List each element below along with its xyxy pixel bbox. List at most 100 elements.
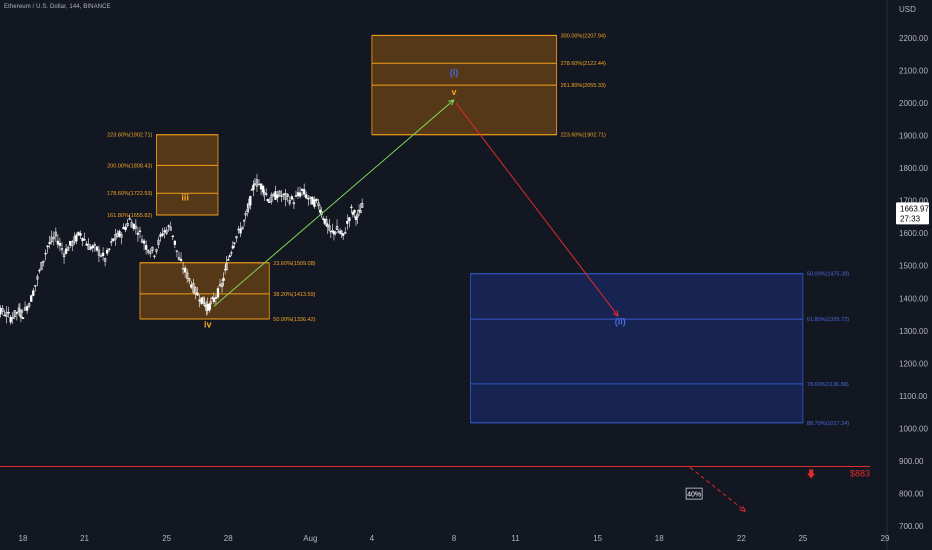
candle-body <box>340 230 343 234</box>
candle-body <box>354 216 358 220</box>
arrow-head <box>739 509 746 512</box>
candle-body <box>108 248 111 250</box>
candle-body <box>58 242 62 246</box>
candle-body <box>181 268 185 270</box>
candle-body <box>69 240 72 246</box>
candle-body <box>67 247 70 251</box>
candle-body <box>25 306 29 311</box>
candle-body <box>56 240 60 245</box>
candle-body <box>298 192 302 197</box>
candle-body <box>179 258 183 261</box>
arrow-correction-down <box>455 102 619 317</box>
candle-body <box>110 241 113 243</box>
candle-body <box>305 194 308 199</box>
candle-body <box>216 288 220 298</box>
candle-body <box>288 200 291 204</box>
candle-body <box>286 194 289 197</box>
arrow-head <box>448 99 455 102</box>
candle-body <box>317 202 320 207</box>
fib-level-label: 223.60%(1902.71) <box>561 133 606 139</box>
y-tick-label: 1000.00 <box>899 424 928 433</box>
candle-body <box>120 234 123 238</box>
candle-body <box>259 183 263 190</box>
candle-body <box>224 268 227 271</box>
y-tick-label: 700.00 <box>899 522 924 531</box>
candle-body <box>167 225 170 227</box>
candle-body <box>334 231 337 234</box>
candle-body <box>155 249 158 252</box>
candle-body <box>122 226 125 230</box>
candle-body <box>183 267 187 273</box>
candle-body <box>0 308 2 315</box>
candle-body <box>103 258 107 262</box>
arrow-head <box>612 312 619 317</box>
candle-body <box>231 245 235 249</box>
y-tick-label: 1200.00 <box>899 359 928 368</box>
candle-body <box>75 234 78 242</box>
arrow-head <box>451 99 455 106</box>
candle-body <box>353 209 356 213</box>
fib-level-label: 261.80%(2055.33) <box>561 83 606 89</box>
candle-body <box>361 203 364 208</box>
candle-body <box>97 249 101 256</box>
candle-body <box>315 198 318 202</box>
support-line-label: $883 <box>850 468 870 478</box>
fib-level-label: 300.00%(2207.94) <box>561 33 606 39</box>
arrow-head <box>742 505 746 512</box>
fib-zone-wave-ii-correction <box>470 273 804 424</box>
candle-body <box>272 193 275 197</box>
candle-body <box>208 303 211 311</box>
candle-body <box>105 249 109 254</box>
x-tick-label: 15 <box>593 534 602 543</box>
y-tick-label: 1300.00 <box>899 327 928 336</box>
y-tick-label: 1100.00 <box>899 392 928 401</box>
candle-body <box>237 228 240 231</box>
candle-body <box>93 244 96 246</box>
y-tick-label: 1800.00 <box>899 164 928 173</box>
candle-body <box>268 201 271 204</box>
candle-body <box>153 255 156 258</box>
arrow-impulse-up <box>213 99 455 307</box>
candle-body <box>163 230 166 233</box>
candle-body <box>303 189 306 195</box>
candle-body <box>335 226 339 231</box>
candle-body <box>36 276 39 280</box>
candle-body <box>342 233 345 236</box>
fib-level-label: 61.80%(1335.72) <box>807 317 849 323</box>
candle-body <box>144 245 148 250</box>
fib-level-label: 50.00%(1475.38) <box>807 272 849 278</box>
candle-body <box>34 285 37 287</box>
x-tick-label: 11 <box>511 534 520 543</box>
candle-body <box>30 295 33 302</box>
x-tick-label: 22 <box>737 534 746 543</box>
candle-body <box>118 231 121 237</box>
candle-body <box>230 252 233 254</box>
wave-label: (ii) <box>615 316 626 326</box>
candle-body <box>241 226 244 230</box>
fib-zones-layer: 223.60%(1902.71) 200.00%(1808.43) 178.60%(… <box>107 33 849 426</box>
candle-body <box>284 193 287 200</box>
candle-body <box>212 298 216 303</box>
candle-body <box>114 233 117 240</box>
candle-body <box>50 236 53 242</box>
candle-body <box>1 307 4 313</box>
candle-body <box>5 311 8 317</box>
candle-body <box>246 209 249 212</box>
candle-body <box>130 222 133 228</box>
candle-body <box>159 234 162 237</box>
x-tick-label: 8 <box>452 534 457 543</box>
candle-body <box>196 292 199 296</box>
x-tick-label: 29 <box>881 534 890 543</box>
candle-body <box>227 259 230 261</box>
candle-body <box>147 249 150 253</box>
countdown-label: 27:33 <box>900 214 921 223</box>
candle-body <box>7 312 10 314</box>
candle-body <box>351 212 355 215</box>
candle-body <box>323 218 326 224</box>
candle-body <box>157 239 160 245</box>
y-tick-label: 800.00 <box>899 489 924 498</box>
wave-labels-layer: iii iv (i) v (ii) 40% <box>181 67 816 500</box>
candle-body <box>23 307 27 311</box>
current-price-label: 1663.97 <box>900 204 929 213</box>
